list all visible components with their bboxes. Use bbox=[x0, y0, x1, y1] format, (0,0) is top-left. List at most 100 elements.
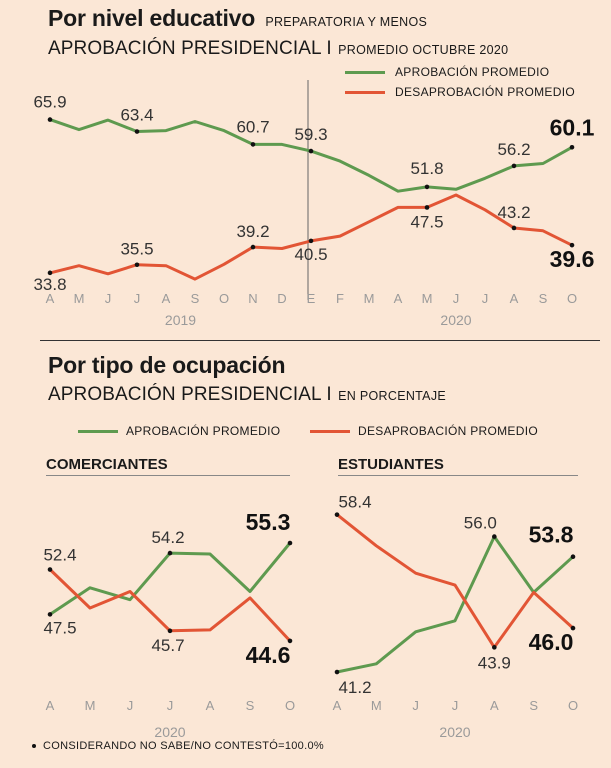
year-label: 2019 bbox=[165, 312, 196, 328]
legend1-disapproval-label: DESAPROBACIÓN PROMEDIO bbox=[395, 85, 575, 99]
approval-point bbox=[167, 550, 173, 556]
legend1-approval-label: APROBACIÓN PROMEDIO bbox=[395, 65, 550, 79]
disapproval-value-label: 39.2 bbox=[236, 222, 269, 241]
disapproval-value-label: 43.2 bbox=[497, 203, 530, 222]
footnote-bullet-icon bbox=[32, 744, 36, 748]
month-label: M bbox=[74, 291, 85, 306]
legend2-approval-swatch bbox=[78, 429, 118, 433]
approval-value-label: 47.5 bbox=[43, 618, 76, 637]
disapproval-value-label: 35.5 bbox=[120, 240, 153, 259]
month-label: A bbox=[46, 291, 55, 306]
year-label: 2020 bbox=[439, 724, 470, 740]
legend1-disapproval-swatch bbox=[345, 90, 385, 94]
legend1-approval: APROBACIÓN PROMEDIO bbox=[345, 65, 549, 79]
approval-value-label: 59.3 bbox=[294, 125, 327, 144]
month-label: A bbox=[333, 698, 342, 713]
disapproval-point bbox=[570, 625, 576, 631]
month-label: A bbox=[46, 698, 55, 713]
section2-subtitle-note: EN PORCENTAJE bbox=[338, 389, 447, 403]
month-label: J bbox=[167, 698, 174, 713]
approval-value-label: 53.8 bbox=[529, 522, 574, 548]
disapproval-point bbox=[47, 567, 53, 572]
section2-subtitle-text: APROBACIÓN PRESIDENCIAL I bbox=[48, 384, 332, 405]
disapproval-value-label: 40.5 bbox=[294, 245, 327, 264]
month-label: E bbox=[307, 291, 316, 306]
month-label: A bbox=[162, 291, 171, 306]
disapproval-value-label: 45.7 bbox=[151, 636, 184, 655]
approval-point bbox=[569, 144, 575, 150]
disapproval-point bbox=[47, 270, 53, 276]
legend2-approval-label: APROBACIÓN PROMEDIO bbox=[126, 424, 281, 438]
disapproval-point bbox=[308, 238, 314, 244]
year-label: 2020 bbox=[154, 724, 185, 740]
month-label: O bbox=[567, 291, 577, 306]
month-label: M bbox=[371, 698, 382, 713]
legend1-disapproval: DESAPROBACIÓN PROMEDIO bbox=[345, 85, 575, 99]
approval-point bbox=[492, 534, 497, 539]
legend2-disapproval-label: DESAPROBACIÓN PROMEDIO bbox=[358, 424, 538, 438]
month-label: J bbox=[127, 698, 134, 713]
approval-point bbox=[134, 129, 140, 134]
panel-title-estudiantes: ESTUDIANTES bbox=[338, 456, 444, 473]
disapproval-point bbox=[134, 262, 140, 268]
approval-point bbox=[287, 540, 293, 546]
approval-value-label: 60.7 bbox=[236, 117, 269, 136]
disapproval-point bbox=[424, 205, 430, 210]
month-label: M bbox=[422, 291, 433, 306]
section2-title: Por tipo de ocupación bbox=[48, 352, 286, 378]
legend2-disapproval: DESAPROBACIÓN PROMEDIO bbox=[310, 424, 538, 438]
section1-title: Por nivel educativo PREPARATORIA Y MENOS bbox=[48, 5, 427, 32]
legend2-disapproval-swatch bbox=[310, 429, 350, 433]
panel-rule-estudiantes bbox=[338, 475, 578, 476]
disapproval-value-label: 47.5 bbox=[410, 212, 443, 231]
disapproval-series-line bbox=[48, 193, 574, 281]
approval-point bbox=[511, 163, 517, 169]
footnote: CONSIDERANDO NO SABE/NO CONTESTÓ=100.0% bbox=[32, 740, 324, 752]
approval-value-label: 63.4 bbox=[120, 106, 153, 125]
month-label: J bbox=[105, 291, 112, 306]
legend2-approval: APROBACIÓN PROMEDIO bbox=[78, 424, 280, 438]
panel-title-comerciantes: COMERCIANTES bbox=[46, 456, 168, 473]
month-label: J bbox=[134, 291, 141, 306]
approval-value-label: 65.9 bbox=[33, 93, 66, 112]
approval-value-label: 56.2 bbox=[497, 140, 530, 159]
approval-value-label: 51.8 bbox=[410, 159, 443, 178]
disapproval-value-label: 46.0 bbox=[529, 629, 574, 655]
section1-subtitle: APROBACIÓN PRESIDENCIAL I PROMEDIO OCTUB… bbox=[48, 38, 508, 60]
month-label: A bbox=[510, 291, 519, 306]
section1-title-text: Por nivel educativo bbox=[48, 5, 256, 31]
month-label: D bbox=[277, 291, 286, 306]
footnote-text: CONSIDERANDO NO SABE/NO CONTESTÓ=100.0% bbox=[43, 740, 324, 752]
disapproval-value-label: 39.6 bbox=[550, 246, 595, 272]
section1-subtitle-text: APROBACIÓN PRESIDENCIAL I bbox=[48, 38, 332, 59]
month-label: S bbox=[246, 698, 255, 713]
approval-value-label: 56.0 bbox=[464, 514, 497, 533]
section2-subtitle: APROBACIÓN PRESIDENCIAL I EN PORCENTAJE bbox=[48, 384, 446, 406]
month-label: S bbox=[191, 291, 200, 306]
approval-point bbox=[570, 554, 576, 560]
approval-point bbox=[250, 142, 256, 147]
disapproval-value-label: 33.8 bbox=[33, 275, 66, 294]
legend1-approval-swatch bbox=[345, 70, 385, 74]
section-divider bbox=[40, 340, 600, 341]
disapproval-point bbox=[334, 512, 340, 517]
disapproval-series-line bbox=[335, 513, 575, 649]
approval-point bbox=[47, 612, 53, 617]
section1-subtitle-note: PROMEDIO OCTUBRE 2020 bbox=[338, 43, 509, 57]
month-label: M bbox=[85, 698, 96, 713]
month-label: M bbox=[364, 291, 375, 306]
disapproval-point bbox=[511, 225, 517, 231]
approval-point bbox=[424, 184, 430, 190]
month-label: O bbox=[219, 291, 229, 306]
month-label: F bbox=[336, 291, 344, 306]
disapproval-point bbox=[250, 244, 256, 250]
month-label: N bbox=[248, 291, 257, 306]
month-label: S bbox=[539, 291, 548, 306]
approval-value-label: 41.2 bbox=[338, 678, 371, 697]
month-label: O bbox=[285, 698, 295, 713]
year-label: 2020 bbox=[440, 312, 471, 328]
section1-title-note: PREPARATORIA Y MENOS bbox=[265, 15, 428, 29]
approval-value-label: 54.2 bbox=[151, 528, 184, 547]
approval-value-label: 60.1 bbox=[550, 114, 595, 140]
